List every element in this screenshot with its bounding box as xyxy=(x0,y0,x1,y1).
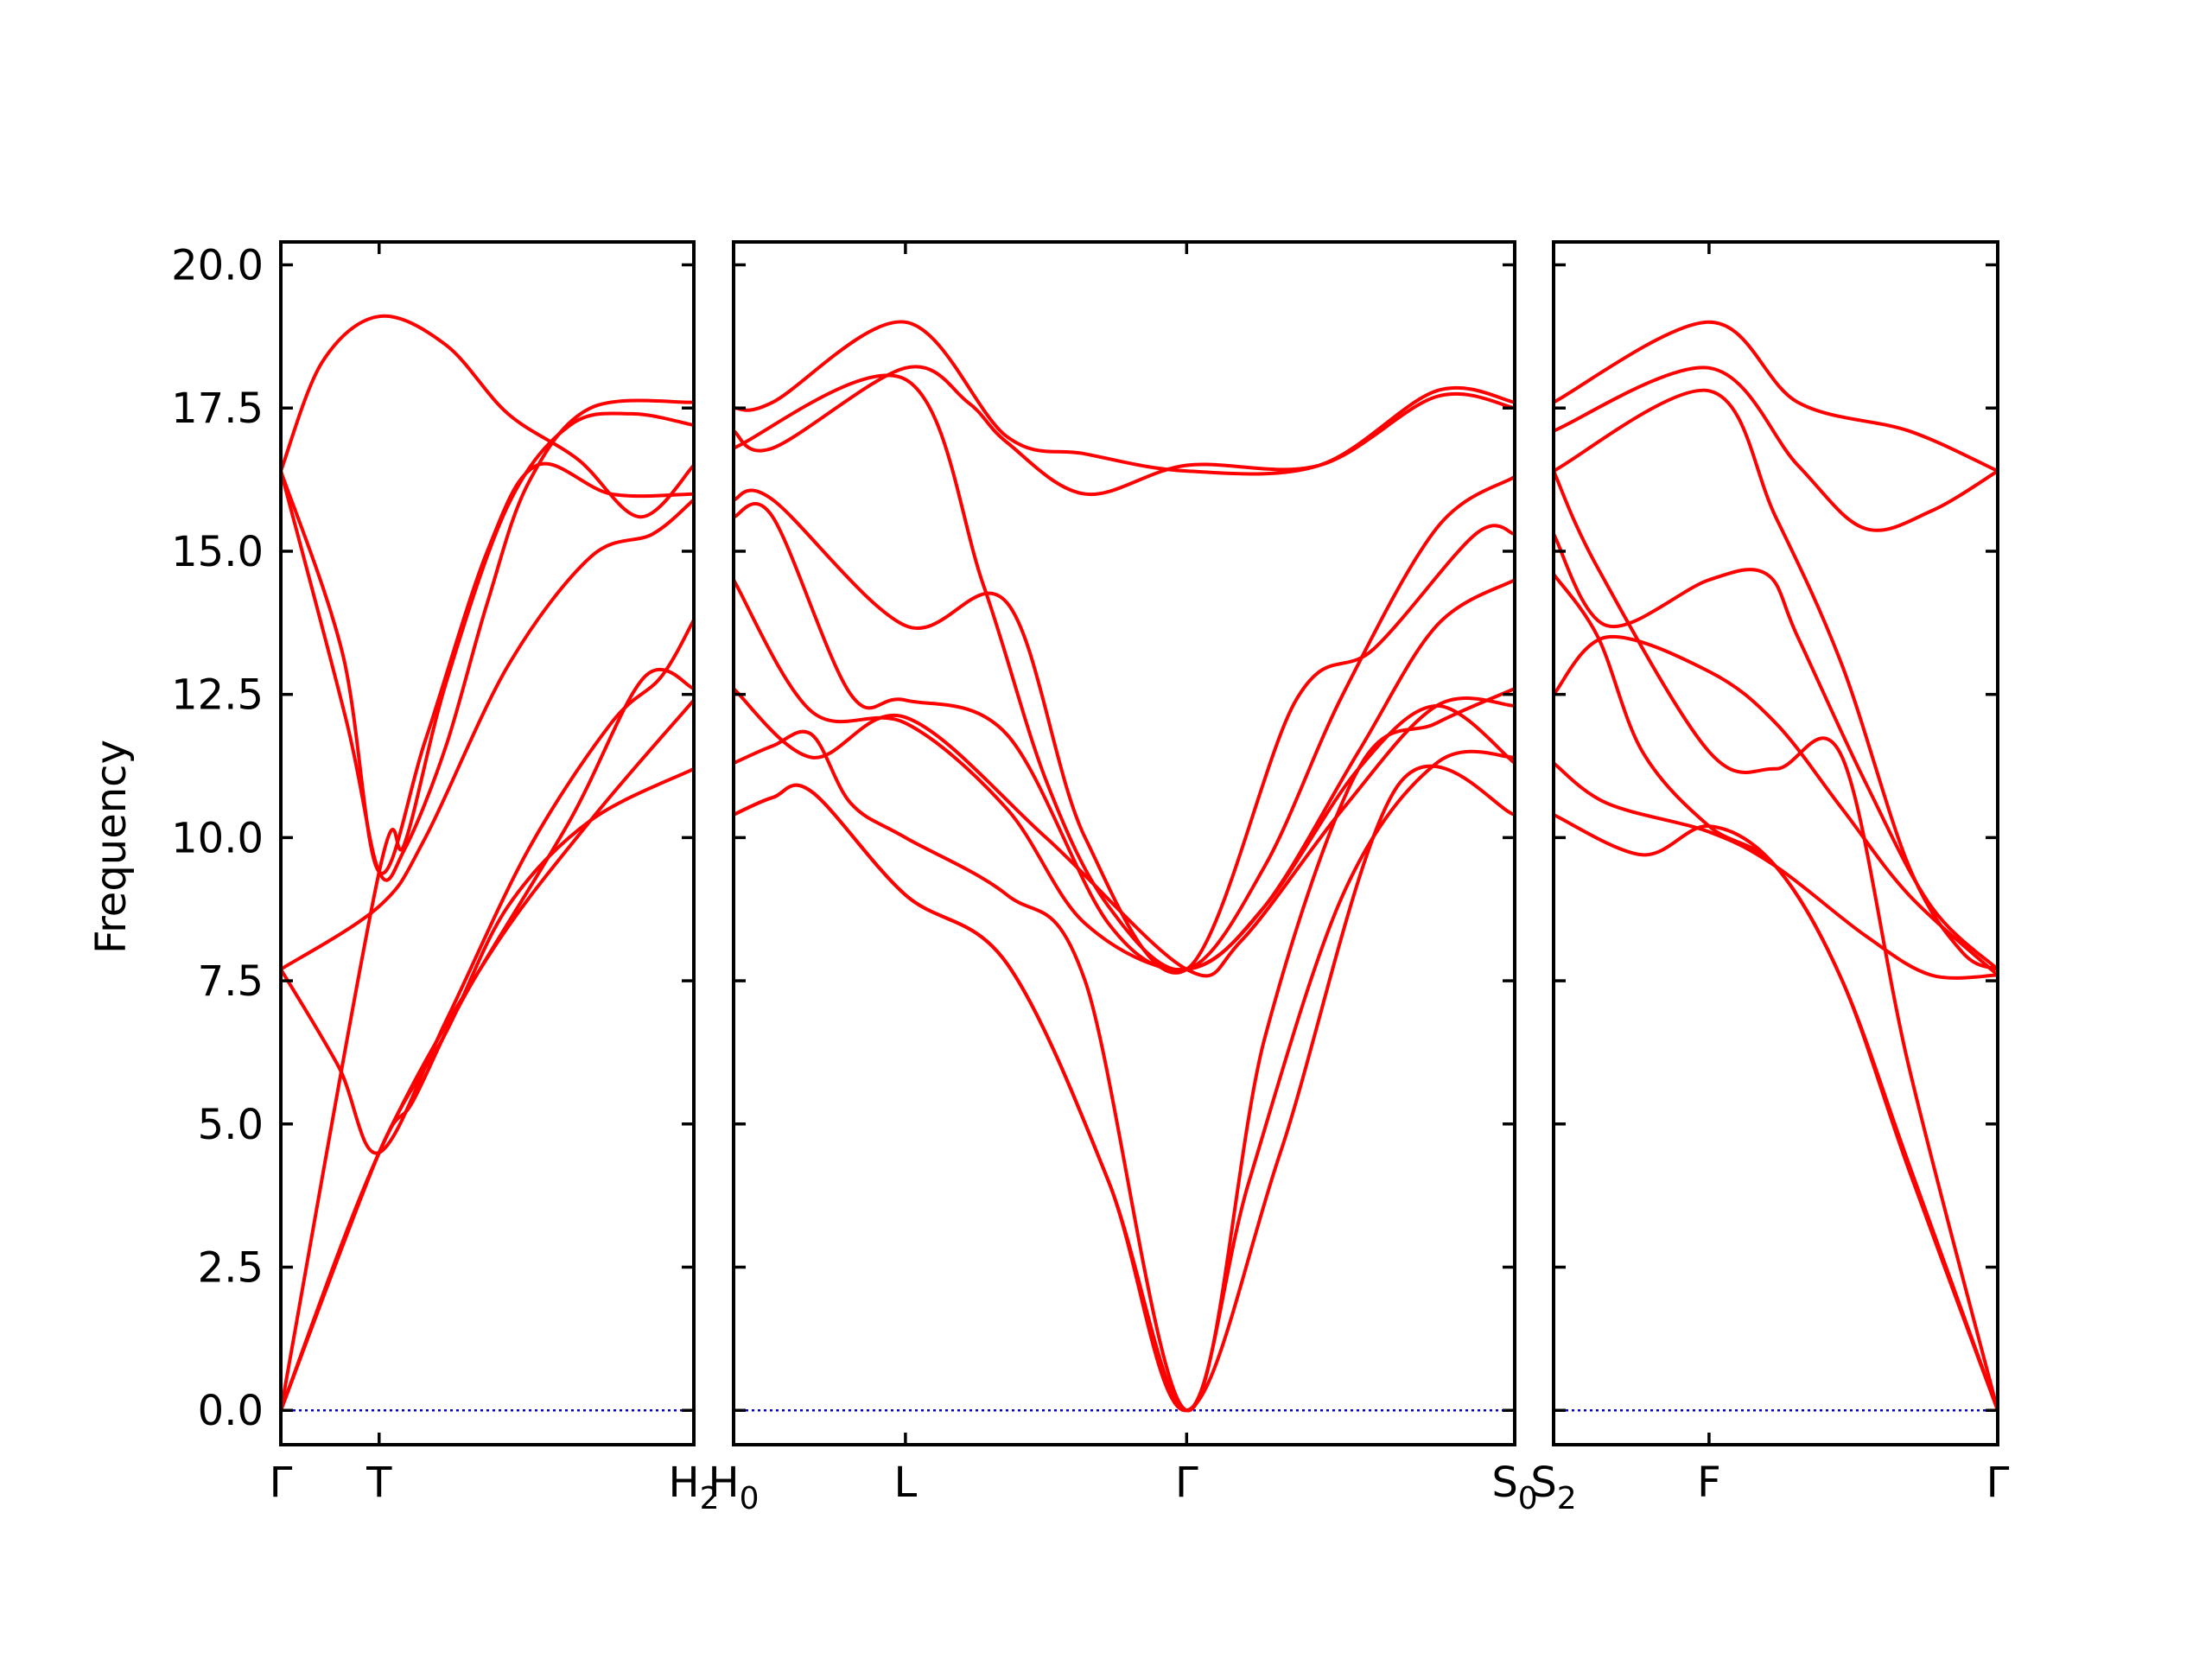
band-line-7 xyxy=(734,687,1515,978)
band-line-5 xyxy=(1554,572,1998,1413)
band-line-7 xyxy=(1554,469,1998,1413)
y-tick-label: 2.5 xyxy=(198,1244,264,1293)
band-line-8 xyxy=(281,766,694,1413)
band-line-10 xyxy=(734,749,1515,1413)
band-line-3 xyxy=(734,373,1515,972)
band-line-3 xyxy=(281,618,694,1155)
band-line-4 xyxy=(734,488,1515,975)
y-tick-label: 7.5 xyxy=(198,957,264,1006)
panel-1: 0.02.55.07.510.012.515.017.520.0Γ T H2 xyxy=(171,240,720,1516)
band-line-2 xyxy=(1554,365,1998,532)
y-tick-label: 20.0 xyxy=(171,242,264,290)
y-tick-label: 5.0 xyxy=(198,1101,264,1149)
x-tick-label: T xyxy=(365,1459,392,1507)
band-line-1 xyxy=(1554,320,1998,474)
band-line-2 xyxy=(281,411,694,1413)
y-tick-label: 12.5 xyxy=(171,671,264,720)
band-line-5 xyxy=(281,398,694,882)
x-tick-label: Γ xyxy=(270,1459,293,1507)
band-line-6 xyxy=(1554,634,1998,977)
band-line-3 xyxy=(1554,388,1998,971)
panel-frame xyxy=(732,240,1516,1446)
band-line-8 xyxy=(734,687,1515,1413)
band-line-9 xyxy=(281,461,694,875)
band-line-6 xyxy=(281,314,694,519)
bands-group xyxy=(734,320,1515,1413)
x-tick-label: F xyxy=(1697,1459,1721,1507)
band-line-4 xyxy=(281,498,694,971)
panel-3: S2 F Γ xyxy=(1530,240,2010,1516)
panel-frame xyxy=(279,240,696,1446)
band-line-7 xyxy=(281,668,694,1413)
band-line-9 xyxy=(734,764,1515,1413)
y-tick-label: 15.0 xyxy=(171,528,264,576)
band-line-1 xyxy=(734,320,1515,476)
band-line-6 xyxy=(734,578,1515,972)
panel-frame xyxy=(1552,240,1999,1446)
x-tick-label: L xyxy=(894,1459,918,1507)
bands-group xyxy=(281,314,694,1413)
band-line-2 xyxy=(734,365,1515,497)
band-line-8 xyxy=(1554,761,1998,980)
x-tick-label: Γ xyxy=(1175,1459,1198,1507)
bands-group xyxy=(1554,320,1998,1413)
y-axis-label: Frequency xyxy=(87,740,136,954)
band-line-5 xyxy=(734,502,1515,972)
x-tick-label: Γ xyxy=(1986,1459,2010,1507)
y-tick-label: 17.5 xyxy=(171,385,264,433)
panel-2: H0 L Γ S0 xyxy=(709,240,1538,1516)
band-line-9 xyxy=(1554,812,1998,1413)
y-tick-label: 0.0 xyxy=(198,1387,264,1435)
band-line-4 xyxy=(1554,532,1998,971)
y-tick-label: 10.0 xyxy=(171,814,264,862)
